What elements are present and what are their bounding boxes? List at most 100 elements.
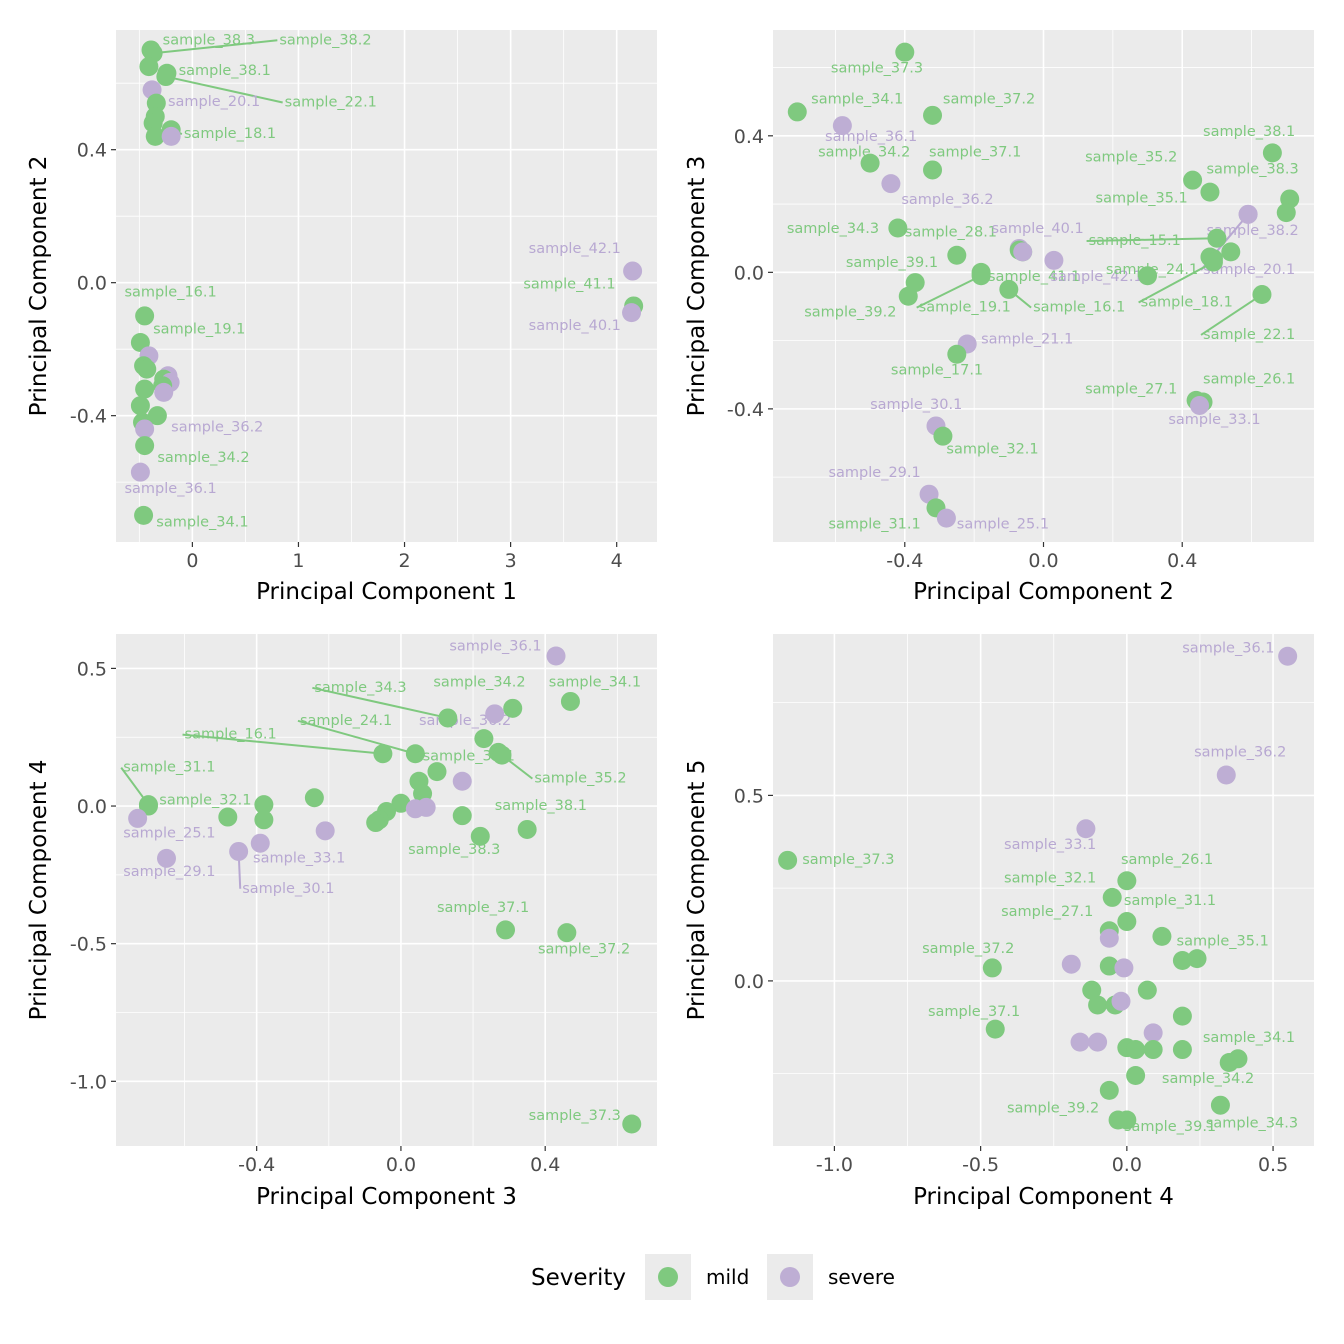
data-point-mild	[1172, 1040, 1192, 1060]
y-axis-title: Principal Component 5	[684, 760, 710, 1021]
y-tick-label: 0.5	[77, 658, 107, 680]
data-point-severe	[1088, 1032, 1108, 1052]
x-tick-label: 0	[186, 550, 198, 572]
data-point-mild	[496, 920, 516, 940]
legend: Severity mild severe	[531, 1254, 895, 1300]
data-point-mild	[1172, 950, 1192, 970]
point-label: sample_38.1	[179, 63, 271, 79]
data-point-mild	[135, 379, 155, 399]
data-point-mild	[557, 923, 577, 943]
data-point-mild	[888, 218, 908, 238]
panel-pc2-pc3: -0.4 0.0 0.4 -0.4 0.0 0.4 Principal Component …	[684, 30, 1314, 605]
data-point-mild	[470, 826, 490, 846]
y-tick-label: -0.4	[70, 406, 107, 428]
data-point-mild	[391, 793, 411, 813]
point-label: sample_33.1	[1168, 412, 1260, 428]
data-point-mild	[985, 1019, 1005, 1039]
data-point-mild	[1088, 995, 1108, 1015]
x-axis-title: Principal Component 1	[256, 579, 517, 605]
point-label: sample_15.1	[1089, 233, 1181, 249]
data-point-mild	[139, 57, 159, 77]
y-tick-label: 0.0	[77, 796, 107, 818]
data-points	[130, 40, 644, 525]
x-tick-label: 0.4	[530, 1154, 560, 1176]
data-point-mild	[135, 436, 155, 456]
point-label: sample_34.1	[1203, 1030, 1295, 1046]
data-point-severe	[546, 646, 566, 666]
data-point-severe	[1099, 928, 1119, 948]
point-label: sample_37.3	[831, 61, 923, 77]
point-label: sample_25.1	[123, 826, 215, 842]
x-tick-label: -0.4	[886, 550, 923, 572]
point-label: sample_41.1	[523, 277, 615, 293]
point-labels: sample_37.3 sample_34.1 sample_37.2 sample_…	[787, 61, 1299, 533]
data-point-mild	[947, 344, 967, 364]
data-point-severe	[229, 841, 249, 861]
data-point-mild	[1117, 912, 1137, 932]
point-label: sample_40.1	[991, 221, 1083, 237]
data-point-mild	[373, 744, 393, 764]
data-point-severe	[623, 261, 643, 281]
data-point-mild	[503, 698, 523, 718]
data-point-mild	[1187, 949, 1207, 969]
data-point-mild	[1276, 203, 1296, 223]
data-point-mild	[999, 279, 1019, 299]
data-point-severe	[135, 419, 155, 439]
data-point-severe	[832, 116, 852, 136]
data-point-mild	[1082, 980, 1102, 1000]
data-point-severe	[1238, 204, 1258, 224]
data-point-mild	[474, 729, 494, 749]
point-label: sample_31.1	[123, 760, 215, 776]
y-tick-label: 0.5	[734, 785, 764, 807]
point-label: sample_38.3	[1206, 161, 1298, 177]
point-label: sample_35.1	[1177, 934, 1269, 950]
point-label: sample_34.3	[787, 221, 879, 237]
panel-pc3-pc4: -0.4 0.0 0.4 -1.0 -0.5 0.0 0.5 Principal Compon…	[26, 634, 657, 1210]
point-label: sample_18.1	[1141, 294, 1233, 310]
point-label: sample_39.2	[804, 305, 896, 321]
point-label: sample_34.2	[433, 674, 525, 690]
point-label: sample_34.2	[818, 144, 910, 160]
x-tick-label: 4	[611, 550, 623, 572]
data-point-mild	[147, 406, 167, 426]
point-label: sample_25.1	[957, 516, 1049, 532]
label-leader-line	[153, 39, 278, 55]
data-point-severe	[452, 771, 472, 791]
point-label: sample_21.1	[981, 331, 1073, 347]
data-point-severe	[485, 704, 505, 724]
point-label: sample_29.1	[828, 465, 920, 481]
data-point-severe	[1114, 958, 1134, 978]
data-point-severe	[156, 848, 176, 868]
point-label: sample_34.2	[1162, 1071, 1254, 1087]
data-point-mild	[438, 708, 458, 728]
y-axis-title: Principal Component 4	[26, 760, 52, 1021]
y-tick-label: 0.0	[734, 262, 764, 284]
data-point-mild	[405, 744, 425, 764]
point-label: sample_27.1	[1001, 904, 1093, 920]
data-point-mild	[1203, 252, 1223, 272]
x-tick-label: 0.4	[1167, 550, 1197, 572]
y-tick-label: 0.4	[77, 140, 107, 162]
data-point-mild	[492, 745, 512, 765]
label-leader-line	[1138, 261, 1214, 304]
point-label: sample_38.3	[163, 32, 255, 48]
data-point-mild	[933, 426, 953, 446]
data-point-mild	[1183, 170, 1203, 190]
data-point-mild	[860, 153, 880, 173]
data-point-mild	[947, 245, 967, 265]
data-point-severe	[416, 797, 436, 817]
point-label: sample_19.1	[153, 322, 245, 338]
data-point-mild	[1099, 1080, 1119, 1100]
point-labels: sample_36.1 sample_36.2 sample_37.3 sample_…	[802, 641, 1298, 1136]
data-point-mild	[1262, 143, 1282, 163]
data-point-severe	[130, 462, 150, 482]
point-label: sample_36.2	[171, 419, 263, 435]
x-tick-label: 0.5	[1258, 1154, 1288, 1176]
data-point-severe	[881, 174, 901, 194]
data-point-mild	[1117, 871, 1137, 891]
data-point-severe	[622, 303, 642, 323]
point-label: sample_34.3	[1206, 1115, 1298, 1131]
data-point-mild	[452, 806, 472, 826]
data-point-mild	[898, 286, 918, 306]
data-point-severe	[1061, 954, 1081, 974]
